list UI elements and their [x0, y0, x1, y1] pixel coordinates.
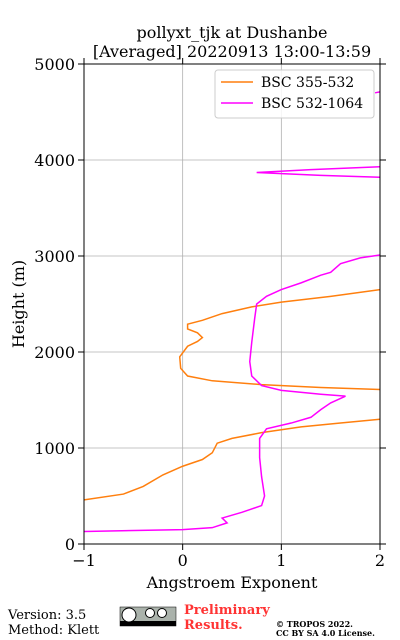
chart-subtitle: [Averaged] 20220913 13:00-13:59	[93, 42, 371, 61]
x-tick-label: 0	[178, 551, 188, 570]
x-tick-label: 2	[375, 551, 385, 570]
y-tick-label: 5000	[34, 55, 75, 74]
y-tick-label: 4000	[34, 151, 75, 170]
y-tick-label: 1000	[34, 439, 75, 458]
x-tick-label: −1	[72, 551, 96, 570]
y-axis-label: Height (m)	[9, 260, 28, 348]
copyright-2: CC BY SA 4.0 License.	[276, 628, 375, 638]
preliminary-2: Results.	[184, 618, 243, 633]
chart-title: pollyxt_tjk at Dushanbe	[136, 23, 327, 42]
plot-lines	[84, 91, 380, 533]
series-line	[84, 91, 380, 533]
series-line	[84, 288, 380, 501]
cc-badge	[119, 606, 177, 627]
legend-label: BSC 532-1064	[261, 96, 363, 112]
plot-frame	[83, 63, 381, 545]
version: Version: 3.5	[7, 608, 86, 623]
legend: BSC 355-532 BSC 532-1064	[221, 75, 363, 112]
method: Method: Klett	[8, 623, 100, 638]
x-tick-label: 1	[276, 551, 286, 570]
preliminary-1: Preliminary	[184, 603, 270, 618]
grid	[83, 63, 381, 545]
y-tick-label: 2000	[34, 343, 75, 362]
legend-box	[214, 69, 375, 119]
copyright-1: © TROPOS 2022.	[276, 619, 353, 629]
y-tick-label: 3000	[34, 247, 75, 266]
y-tick-label: 0	[65, 535, 75, 554]
legend-label: BSC 355-532	[261, 75, 354, 91]
x-axis-label: Angstroem Exponent	[146, 573, 318, 592]
